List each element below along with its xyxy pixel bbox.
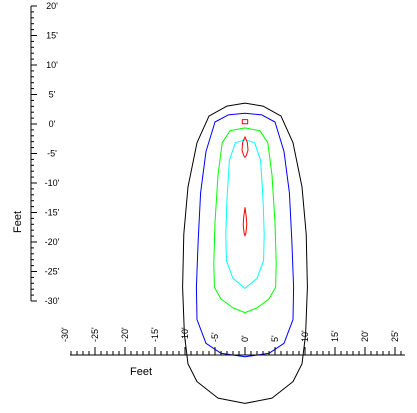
- contour-line-5: [241, 136, 249, 158]
- y-tick-label: 5': [49, 90, 56, 100]
- y-tick-label: -10': [45, 178, 60, 188]
- x-axis: -30' -25' -20' -15' -10' -5' 0' 5' 10' 15' 20' 25' …: [60, 327, 405, 378]
- y-tick-label: 15': [46, 31, 58, 41]
- y-tick-label: -20': [45, 237, 60, 247]
- y-tick-marks: [31, 5, 37, 302]
- x-tick-label: -30': [60, 327, 70, 342]
- x-tick-label: -25': [90, 327, 100, 342]
- x-tick-labels: -30' -25' -20' -15' -10' -5' 0' 5' 10' 15' 20' 25': [60, 327, 400, 342]
- contour-line-1: [182, 102, 308, 404]
- x-tick-label: 20': [360, 330, 370, 342]
- y-tick-label: -30': [45, 296, 60, 306]
- y-tick-label: 20': [46, 1, 58, 11]
- y-tick-label: 10': [46, 60, 58, 70]
- x-tick-marks: [70, 347, 402, 355]
- x-tick-label: 25': [390, 330, 400, 342]
- y-tick-label: -15': [45, 208, 60, 218]
- y-axis-title: Feet: [12, 211, 24, 233]
- x-tick-label: 15': [330, 330, 340, 342]
- contour-line-7: [241, 119, 249, 125]
- y-tick-label: 0': [49, 119, 56, 129]
- y-tick-labels: 20' 15' 10' 5' 0' -5' -10' -15' -20' -25' -30': [45, 1, 60, 306]
- contour-line-2: [195, 112, 295, 358]
- contour-line-6: [242, 207, 248, 237]
- contour-line-3: [213, 127, 277, 314]
- x-tick-label: -5': [210, 332, 220, 342]
- y-tick-label: -5': [47, 149, 57, 159]
- x-tick-label: 5': [270, 335, 280, 342]
- contour-layer: [182, 102, 308, 404]
- x-tick-label: -10': [180, 327, 190, 342]
- x-tick-label: 0': [240, 335, 250, 342]
- x-axis-title: Feet: [130, 366, 152, 378]
- contour-line-4: [225, 139, 265, 289]
- y-axis: 20' 15' 10' 5' 0' -5' -10' -15' -20' -25' -30' Fee…: [12, 1, 60, 306]
- x-tick-label: 10': [300, 330, 310, 342]
- x-tick-label: -20': [120, 327, 130, 342]
- y-tick-label: -25': [45, 267, 60, 277]
- x-tick-label: -15': [150, 327, 160, 342]
